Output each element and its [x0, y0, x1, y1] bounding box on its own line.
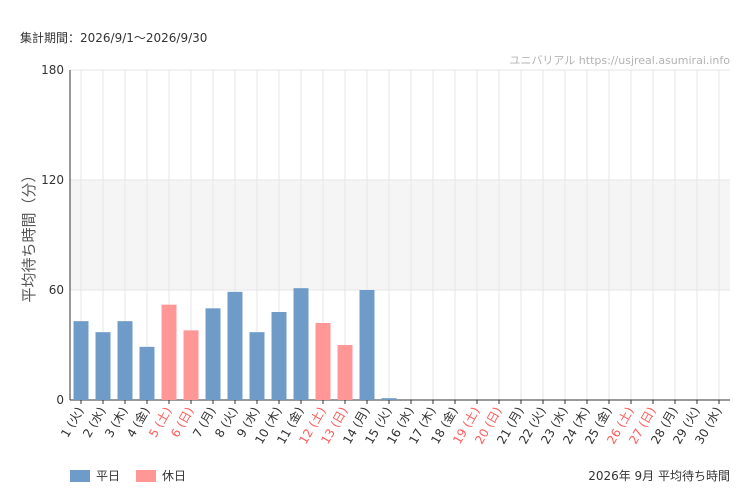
period-label: 集計期間：2026/9/1〜2026/9/30	[20, 31, 208, 45]
grid-band	[70, 180, 730, 290]
bar	[139, 346, 155, 400]
bar	[95, 332, 111, 400]
legend-item-holiday[interactable]: 休日	[136, 467, 186, 484]
y-tick-label: 180	[41, 63, 64, 77]
holiday-swatch	[136, 469, 157, 482]
bar	[183, 330, 199, 400]
legend-weekday-label: 平日	[96, 469, 121, 483]
legend: 平日 休日	[70, 467, 186, 484]
bar	[227, 291, 243, 400]
chart-caption: 2026年 9月 平均待ち時間	[588, 469, 730, 483]
bar	[315, 323, 331, 400]
bar	[293, 288, 309, 400]
bar	[381, 398, 397, 400]
bar	[117, 321, 133, 400]
site-attribution: ユニバリアル https://usjreal.asumirai.info	[509, 54, 730, 67]
y-axis-title: 平均待ち時間（分）	[20, 167, 38, 302]
y-tick-label: 120	[41, 173, 64, 187]
legend-holiday-label: 休日	[162, 469, 187, 483]
bar	[359, 290, 375, 400]
y-tick-label: 0	[56, 393, 64, 407]
bar	[73, 321, 89, 400]
bar	[161, 304, 177, 400]
weekday-swatch	[70, 469, 90, 482]
bar	[271, 312, 287, 400]
bar	[205, 308, 221, 400]
bar	[249, 332, 265, 400]
bar	[337, 345, 353, 400]
y-tick-label: 60	[49, 283, 64, 297]
legend-item-weekday[interactable]: 平日	[70, 467, 120, 484]
